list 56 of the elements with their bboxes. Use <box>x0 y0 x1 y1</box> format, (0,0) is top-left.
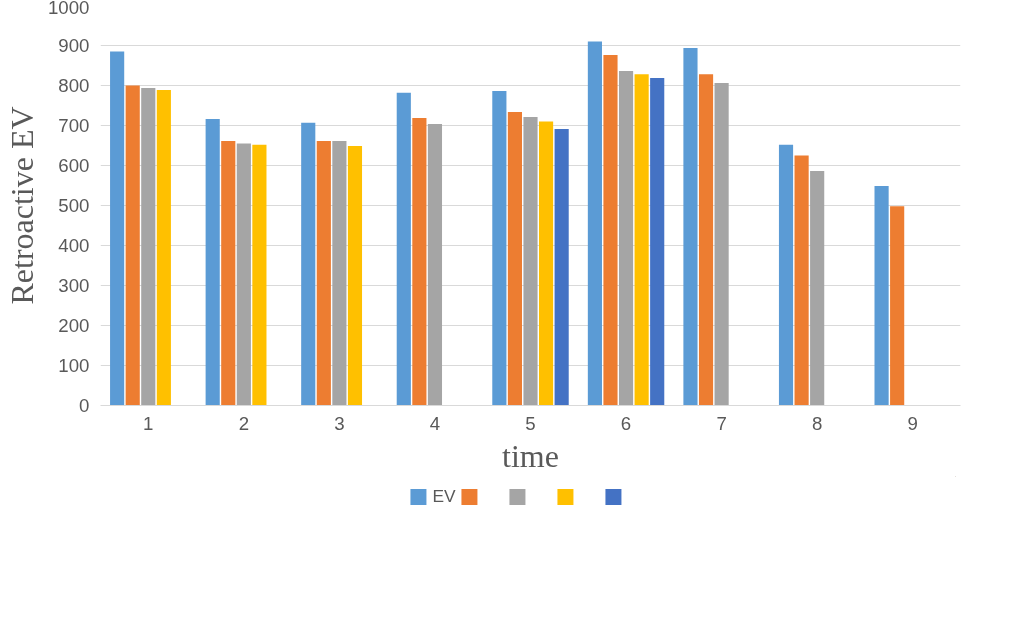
bar <box>810 171 825 406</box>
bar <box>650 77 665 406</box>
y-tick-label: 0 <box>79 395 90 416</box>
bar <box>141 87 156 406</box>
bar <box>874 185 889 406</box>
bar <box>316 141 331 406</box>
bar <box>507 111 523 406</box>
x-tick-label: 8 <box>811 412 823 434</box>
bar <box>492 91 507 406</box>
bar <box>890 206 905 406</box>
y-tick-label: 600 <box>58 155 90 176</box>
bar <box>427 123 443 406</box>
x-tick-label: 5 <box>525 412 536 434</box>
bar <box>156 89 171 406</box>
bar <box>634 74 649 406</box>
y-tick-label: 900 <box>58 35 90 56</box>
legend-label: EV <box>432 485 456 507</box>
y-tick-label: 400 <box>58 235 90 256</box>
x-tick-label: 7 <box>716 412 727 434</box>
x-tick-label: 1 <box>143 412 154 434</box>
bar <box>538 121 554 406</box>
bar <box>396 92 411 406</box>
bar <box>554 129 569 406</box>
y-tick-label: 200 <box>58 315 90 336</box>
bar <box>618 71 634 406</box>
x-tick-label: 6 <box>620 412 632 434</box>
bar <box>301 122 316 406</box>
bar <box>714 83 729 406</box>
y-tick-label: 800 <box>58 75 90 96</box>
bar <box>110 51 125 406</box>
x-tick-label: 2 <box>238 412 250 434</box>
x-axis-title: time <box>502 437 559 474</box>
bar <box>205 119 220 406</box>
bar <box>221 141 236 406</box>
bar <box>236 143 251 406</box>
x-tick-label: 9 <box>907 412 918 434</box>
bar <box>587 41 602 406</box>
y-tick-label: 300 <box>58 275 90 296</box>
bar <box>778 144 794 406</box>
y-tick-label: 1000 <box>48 0 90 18</box>
x-tick-label: 4 <box>429 412 441 434</box>
y-tick-label: 500 <box>58 195 90 216</box>
y-tick-label: 100 <box>58 355 90 376</box>
bar <box>412 117 427 406</box>
bar <box>603 55 618 406</box>
bar <box>683 47 698 406</box>
bar <box>523 117 538 406</box>
bar <box>698 74 714 406</box>
bar <box>252 144 267 406</box>
x-tick-label: 3 <box>334 412 345 434</box>
y-tick-label: 700 <box>58 115 90 136</box>
bar <box>347 145 363 406</box>
bar <box>794 155 809 406</box>
bar <box>332 141 347 406</box>
bar <box>125 85 140 406</box>
y-axis-title: Retroactive EV <box>4 106 40 305</box>
